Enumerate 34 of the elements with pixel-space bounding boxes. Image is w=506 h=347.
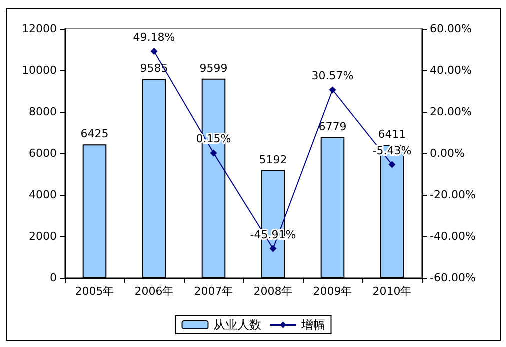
x-tick-label: 2010年 [372,285,412,298]
y-tick-label: 12000 [22,22,57,36]
data-label: 6779 [318,120,347,134]
point [388,161,396,168]
data-label: 6411 [378,128,406,141]
y-tick-label: 0 [50,272,57,284]
data-label: 30.57% [312,70,354,83]
point [150,48,158,55]
point [210,150,218,157]
point [329,86,336,94]
y-tick-label: 6000 [29,147,57,160]
x-tick-label: 2006年 [134,285,174,298]
data-label: 6425 [80,128,109,141]
x-tick-label: 2005年 [75,285,114,298]
legend-label: 从业人数 [213,318,262,332]
data-label: 5192 [259,153,288,166]
x-tick-label: 2008年 [254,285,293,298]
y-tick-label: 8000 [29,106,57,118]
x-tick-label: 2007年 [194,285,234,298]
legend-label: 增幅 [300,318,326,332]
data-label: 9599 [200,62,228,75]
y2-tick-label: -40.00% [430,230,476,243]
y-tick-label: 2000 [29,230,57,243]
y2-tick-label: 0.00% [430,147,465,160]
y-tick-label: 4000 [29,188,57,202]
data-label: 49.18% [133,30,176,44]
y2-tick-label: -60.00% [430,272,476,284]
y2-tick-label: 40.00% [430,64,472,77]
y2-tick-label: -20.00% [430,188,476,202]
x-tick-label: 2009年 [313,285,352,298]
y-tick-label: 10000 [22,64,57,77]
y2-tick-label: 60.00% [430,22,472,36]
y2-tick-label: 20.00% [430,106,472,118]
point [270,245,277,252]
